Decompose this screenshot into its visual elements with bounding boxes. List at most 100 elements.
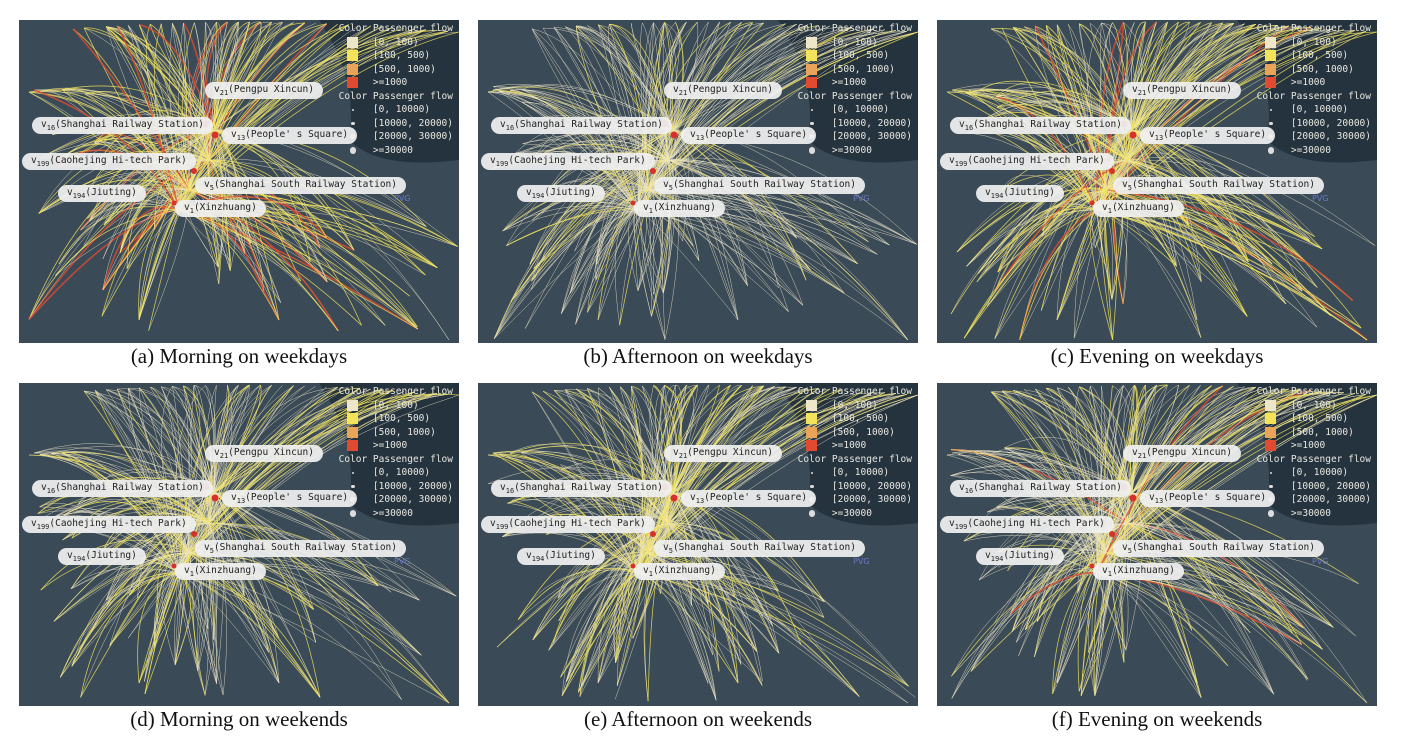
- station-index: 5: [1127, 183, 1132, 192]
- flow-edge: [208, 522, 224, 695]
- station-prefix: v: [526, 550, 532, 561]
- station-label: v1(Xinzhuang): [1093, 563, 1184, 580]
- node-size-marker: [349, 510, 357, 517]
- legend-color-header: Color: [797, 386, 827, 397]
- station-prefix: v: [643, 565, 649, 576]
- flow-edge: [521, 89, 669, 161]
- flow-edge: [1046, 387, 1133, 494]
- station-prefix: v: [184, 565, 190, 576]
- legend-color-header: Color: [1256, 23, 1286, 34]
- station-name: (People' s Square): [1163, 129, 1267, 140]
- station-label: v1(Xinzhuang): [634, 563, 725, 580]
- flow-edge: [1131, 390, 1322, 494]
- flow-edge: [672, 384, 698, 494]
- flow-edge: [208, 22, 294, 161]
- flow-edge: [579, 572, 639, 697]
- flow-edge: [71, 552, 190, 667]
- station-prefix: v: [231, 129, 237, 140]
- station-index: 21: [678, 451, 688, 460]
- flow-edge: [637, 394, 918, 574]
- flow-edge: [106, 26, 215, 131]
- edge-class-label: [0, 100): [372, 399, 419, 411]
- flow-edge: [1013, 390, 1128, 524]
- flow-edge: [672, 392, 896, 494]
- flow-edge: [161, 386, 180, 574]
- flow-edge: [672, 129, 804, 306]
- flow-edge: [178, 209, 418, 330]
- flow-edge: [667, 22, 731, 161]
- flow-edge: [84, 91, 210, 161]
- flow-edge: [178, 572, 209, 696]
- flow-edge: [119, 159, 210, 253]
- flow-edge: [1112, 385, 1135, 494]
- station-index: 5: [668, 183, 673, 192]
- flow-edge: [204, 522, 218, 696]
- flow-edge: [532, 522, 669, 641]
- flow-edge: [213, 385, 283, 494]
- flow-edge: [213, 393, 438, 494]
- flow-edge: [213, 384, 262, 494]
- flow-edge: [950, 189, 1108, 314]
- flow-edge: [951, 522, 1128, 677]
- flow-edge: [1079, 386, 1133, 494]
- flow-edge: [169, 23, 180, 211]
- flow-edge: [1126, 159, 1198, 321]
- station-prefix: v: [1102, 202, 1108, 213]
- flow-edge: [1057, 387, 1098, 574]
- flow-edge: [510, 89, 669, 161]
- flow-edge: [564, 389, 639, 574]
- flow-edge: [178, 384, 250, 574]
- flow-edge: [213, 385, 217, 494]
- station-name: (Xinzhuang): [1111, 202, 1175, 213]
- flow-edge: [178, 22, 305, 211]
- flow-edge: [1093, 552, 1108, 696]
- flow-edge: [178, 22, 228, 211]
- flow-edge: [138, 209, 180, 319]
- station-label: v5(Shanghai South Railway Station): [654, 540, 865, 557]
- flow-edge: [1131, 21, 1168, 131]
- station-name: (Caohejing Hi-tech Park): [49, 155, 187, 166]
- flow-edge: [208, 522, 379, 587]
- flow-edge: [575, 25, 669, 161]
- station-node: [1109, 168, 1115, 174]
- flow-edge: [1126, 385, 1212, 524]
- flow-edge: [1131, 492, 1308, 681]
- flow-edge: [72, 28, 180, 211]
- flow-edge: [653, 385, 674, 494]
- edge-color-swatch: [347, 36, 359, 48]
- flow-edge: [667, 159, 909, 341]
- flow-edge: [60, 552, 190, 678]
- flow-edge: [157, 492, 215, 625]
- station-prefix: v: [31, 155, 37, 166]
- node-size-marker: [810, 121, 814, 125]
- flow-edge: [672, 22, 764, 131]
- station-name: (Jiuting): [1003, 187, 1055, 198]
- flow-edge: [672, 31, 918, 131]
- flow-edge: [620, 568, 639, 639]
- flow-edge: [1106, 189, 1123, 300]
- legend: Color Passenger flow [0, 100) [100, 500) [50…: [333, 385, 453, 520]
- flow-edge: [951, 89, 1128, 161]
- flow-edge: [515, 143, 649, 191]
- flow-edge: [84, 27, 215, 131]
- flow-edge: [653, 22, 671, 161]
- station-prefix: v: [1132, 447, 1138, 458]
- legend-color-header: Color: [1256, 453, 1286, 465]
- station-label: v16(Shanghai Railway Station): [950, 480, 1131, 497]
- flow-edge: [213, 492, 450, 704]
- flow-edge: [672, 492, 773, 627]
- flow-edge: [997, 189, 1108, 273]
- flow-edge: [117, 25, 210, 161]
- edge-class-label: [500, 1000): [372, 63, 436, 75]
- flow-edge: [672, 393, 897, 494]
- flow-edge: [33, 450, 210, 524]
- flow-edge: [188, 551, 245, 597]
- legend-flow-header: Passenger flow: [1290, 90, 1371, 102]
- flow-edge: [1101, 22, 1135, 131]
- station-prefix: v: [67, 550, 73, 561]
- edge-class-label: [100, 500): [1290, 50, 1349, 61]
- flow-edge: [1019, 189, 1108, 340]
- flow-edge: [672, 387, 797, 494]
- station-prefix: v: [949, 518, 955, 529]
- airport-label: PVG: [394, 194, 411, 203]
